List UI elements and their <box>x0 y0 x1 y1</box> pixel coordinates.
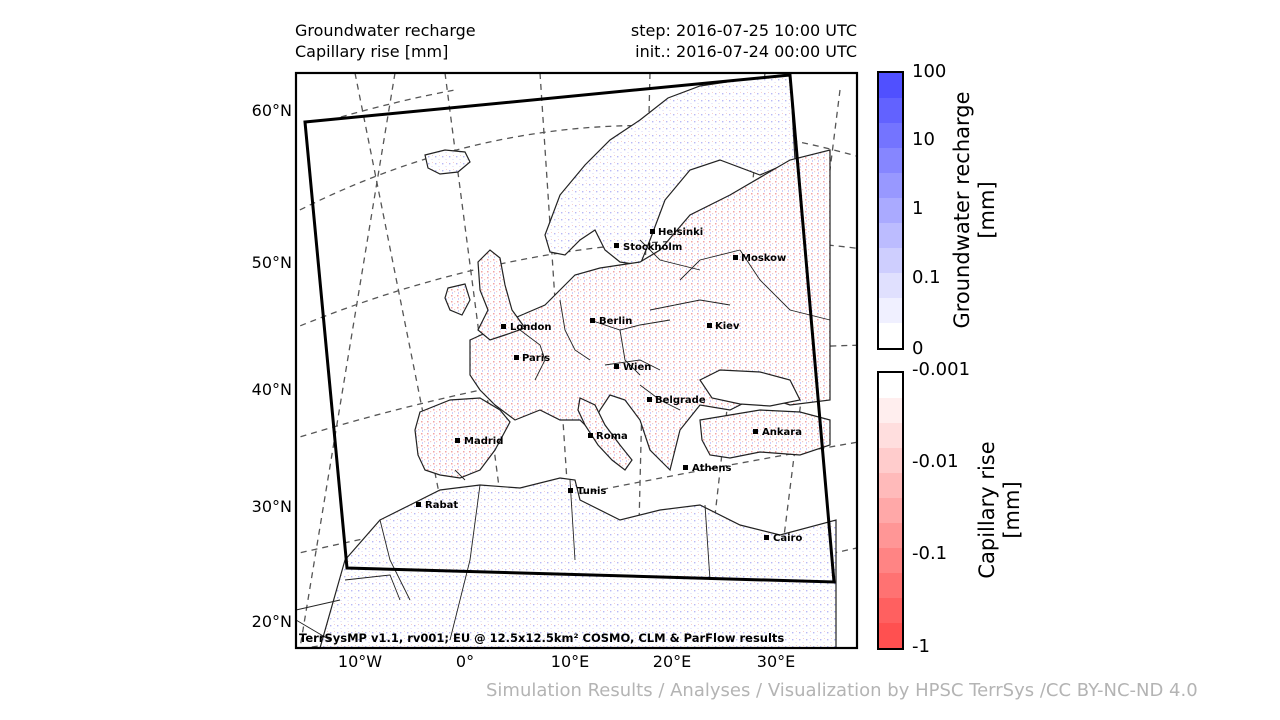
city-marker-helsinki <box>650 229 655 234</box>
city-label-paris: Paris <box>522 353 550 364</box>
colorbar-segment <box>879 373 902 398</box>
capillary-colorbar-label: Capillary rise [mm] <box>975 390 1025 630</box>
city-label-london: London <box>510 322 552 333</box>
city-marker-paris <box>514 355 519 360</box>
city-label-helsinki: Helsinki <box>658 227 703 238</box>
recharge-tick-0-1: 0.1 <box>912 267 941 288</box>
city-marker-stockholm <box>614 243 619 248</box>
land-masses <box>319 73 837 648</box>
city-label-berlin: Berlin <box>599 316 632 327</box>
city-marker-ankara <box>753 429 758 434</box>
recharge-label-line2: [mm] <box>975 181 999 239</box>
lon-label-10w: 10°W <box>337 652 383 671</box>
city-marker-belgrade <box>647 397 652 402</box>
recharge-colorbar-label: Groundwater recharge [mm] <box>950 75 1000 345</box>
city-label-belgrade: Belgrade <box>655 395 706 406</box>
colorbar-segment <box>879 398 902 423</box>
colorbar-segment <box>879 298 902 323</box>
recharge-tick-100: 100 <box>912 61 947 82</box>
recharge-label-line1: Groundwater recharge <box>950 91 974 329</box>
colorbar-segment <box>879 273 902 298</box>
city-marker-rabat <box>416 502 421 507</box>
recharge-tick-10: 10 <box>912 129 935 150</box>
city-marker-tunis <box>568 488 573 493</box>
city-label-stockholm: Stockholm <box>623 242 682 253</box>
model-credit: TerrSysMP v1.1, rv001; EU @ 12.5x12.5km²… <box>299 631 784 645</box>
city-label-ankara: Ankara <box>762 427 802 438</box>
city-marker-berlin <box>590 318 595 323</box>
city-label-madrid: Madrid <box>464 436 503 447</box>
colorbar-segment <box>879 248 902 273</box>
country-borders <box>296 239 831 641</box>
city-marker-athens <box>683 465 688 470</box>
step-time: step: 2016-07-25 10:00 UTC <box>630 21 857 40</box>
colorbar-segment <box>879 148 902 173</box>
capillary-tick-0-01: -0.01 <box>912 451 959 472</box>
map-title: Groundwater recharge Capillary rise [mm] <box>295 20 476 62</box>
city-marker-madrid <box>455 438 460 443</box>
recharge-tick-1: 1 <box>912 198 924 219</box>
init-time: init.: 2016-07-24 00:00 UTC <box>635 42 857 61</box>
map-frame <box>294 71 859 650</box>
city-marker-cairo <box>764 535 769 540</box>
colorbar-segment <box>879 98 902 123</box>
lon-label-0: 0° <box>455 652 475 671</box>
capillary-tick-0-1: -0.1 <box>912 543 948 564</box>
capillary-tick-0-001: -0.001 <box>912 359 971 380</box>
recharge-tick-0: 0 <box>912 338 924 359</box>
lon-label-10e: 10°E <box>550 652 590 671</box>
colorbar-segment <box>879 448 902 473</box>
city-marker-moskow <box>733 255 738 260</box>
lat-label-20n: 20°N <box>251 612 292 631</box>
title-line-capillary: Capillary rise [mm] <box>295 42 449 61</box>
city-marker-kiev <box>707 323 712 328</box>
colorbar-segment <box>879 123 902 148</box>
city-label-roma: Roma <box>596 431 628 442</box>
capillary-label-line1: Capillary rise <box>975 441 999 579</box>
city-label-kiev: Kiev <box>715 321 740 332</box>
colorbar-segment <box>879 323 902 348</box>
city-label-athens: Athens <box>692 463 732 474</box>
attribution-footer: Simulation Results / Analyses / Visualiz… <box>486 680 1198 701</box>
colorbar-segment <box>879 473 902 498</box>
colorbar-segment <box>879 198 902 223</box>
colorbar-segment <box>879 498 902 523</box>
colorbar-segment <box>879 573 902 598</box>
city-marker-roma <box>588 433 593 438</box>
colorbar-segment <box>879 173 902 198</box>
colorbar-segment <box>879 223 902 248</box>
time-info: step: 2016-07-25 10:00 UTC init.: 2016-0… <box>631 20 857 62</box>
domain-boundary <box>303 73 836 584</box>
recharge-colorbar <box>877 71 904 350</box>
colorbar-segment <box>879 73 902 98</box>
city-label-rabat: Rabat <box>425 500 458 511</box>
colorbar-segment <box>879 598 902 623</box>
colorbar-segment <box>879 623 902 648</box>
colorbar-segment <box>879 423 902 448</box>
city-label-tunis: Tunis <box>577 486 606 497</box>
capillary-label-line2: [mm] <box>1000 481 1024 539</box>
city-label-wien: Wien <box>623 362 651 373</box>
lon-label-20e: 20°E <box>652 652 692 671</box>
lat-label-50n: 50°N <box>251 253 292 272</box>
capillary-colorbar <box>877 371 904 650</box>
title-line-recharge: Groundwater recharge <box>295 21 476 40</box>
colorbar-segment <box>879 548 902 573</box>
city-label-cairo: Cairo <box>773 533 802 544</box>
city-markers: Helsinki Stockholm Moskow London Berlin … <box>416 227 802 544</box>
lat-label-40n: 40°N <box>251 380 292 399</box>
lat-label-60n: 60°N <box>251 101 292 120</box>
capillary-tick-1: -1 <box>912 636 930 657</box>
city-marker-wien <box>614 364 619 369</box>
map-content: Helsinki Stockholm Moskow London Berlin … <box>296 73 857 648</box>
city-marker-london <box>501 324 506 329</box>
lon-label-30e: 30°E <box>756 652 796 671</box>
colorbar-segment <box>879 523 902 548</box>
city-label-moskow: Moskow <box>741 253 786 264</box>
lat-label-30n: 30°N <box>251 497 292 516</box>
